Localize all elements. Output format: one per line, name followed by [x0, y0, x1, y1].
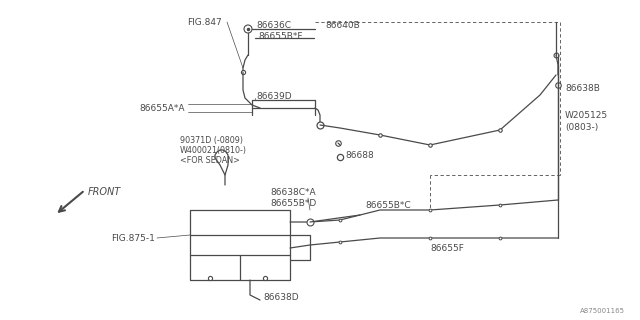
Text: 86655F: 86655F — [430, 244, 464, 252]
Text: 86638D: 86638D — [263, 293, 299, 302]
Text: 86655B*D: 86655B*D — [270, 198, 316, 207]
Text: (0803-): (0803-) — [565, 123, 598, 132]
Text: 86688: 86688 — [345, 150, 374, 159]
Text: 86638B: 86638B — [565, 84, 600, 92]
Text: FIG.847: FIG.847 — [188, 18, 222, 27]
Text: FRONT: FRONT — [88, 187, 121, 197]
Text: 90371D (-0809): 90371D (-0809) — [180, 135, 243, 145]
Text: 86639D: 86639D — [256, 92, 292, 100]
Text: W400021(0810-): W400021(0810-) — [180, 146, 247, 155]
Text: 86655B*C: 86655B*C — [365, 201, 411, 210]
Text: W205125: W205125 — [565, 110, 608, 119]
Text: 86655A*A: 86655A*A — [140, 103, 185, 113]
Text: 86636C: 86636C — [256, 20, 291, 29]
Text: 86655B*F: 86655B*F — [258, 31, 303, 41]
Text: FIG.875-1: FIG.875-1 — [111, 234, 155, 243]
Text: <FOR SEDAN>: <FOR SEDAN> — [180, 156, 240, 164]
Text: A875001165: A875001165 — [580, 308, 625, 314]
Text: 86638C*A: 86638C*A — [270, 188, 316, 196]
Text: 86640B: 86640B — [325, 20, 360, 29]
